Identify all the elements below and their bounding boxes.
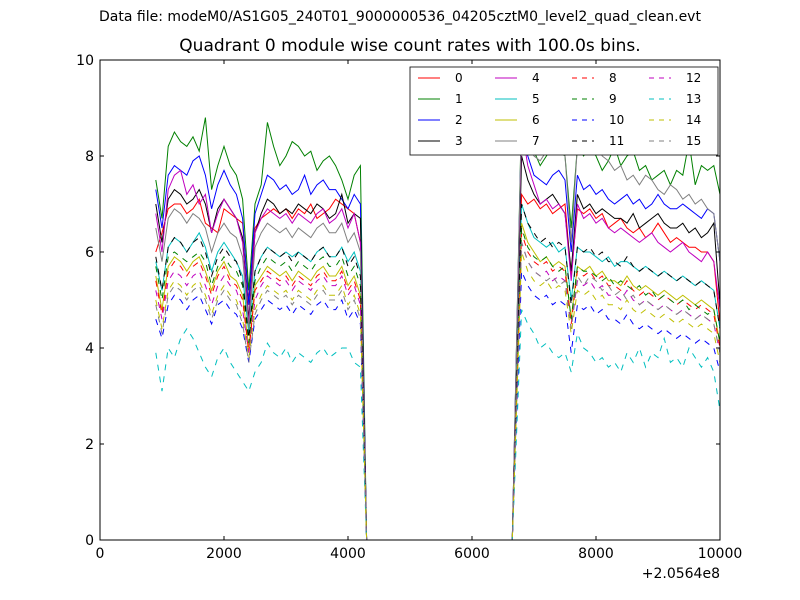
y-tick-label: 10 <box>76 53 94 69</box>
series-line-11 <box>155 203 721 541</box>
series-line-3 <box>155 155 721 541</box>
legend-label: 4 <box>532 71 540 85</box>
legend-label: 15 <box>686 134 701 148</box>
legend-label: 3 <box>455 134 463 148</box>
x-tick-label: 0 <box>96 546 105 562</box>
plot-frame <box>99 59 721 541</box>
x-tick-label: 8000 <box>578 546 614 562</box>
legend-label: 11 <box>609 134 624 148</box>
series-line-5 <box>155 203 721 541</box>
y-tick-label: 2 <box>85 437 94 453</box>
legend-label: 0 <box>455 71 463 85</box>
x-tick-label: 10000 <box>698 546 743 562</box>
y-tick-label: 8 <box>85 149 94 165</box>
x-tick-label: 4000 <box>330 546 366 562</box>
series-line-2 <box>155 117 721 541</box>
legend-label: 6 <box>532 113 540 127</box>
series-line-8 <box>155 232 721 541</box>
y-tick-label: 0 <box>85 533 94 549</box>
legend-label: 5 <box>532 92 540 106</box>
legend-label: 1 <box>455 92 463 106</box>
legend-label: 12 <box>686 71 701 85</box>
series-line-7 <box>155 112 721 541</box>
legend-label: 13 <box>686 92 701 106</box>
legend-label: 9 <box>609 92 617 106</box>
series-line-0 <box>155 192 721 541</box>
y-tick-label: 4 <box>85 341 94 357</box>
series-line-13 <box>155 309 721 541</box>
legend-box <box>409 66 719 156</box>
x-axis-offset-label: +2.0564e8 <box>642 566 720 582</box>
series-layer <box>155 107 721 541</box>
legend-label: 2 <box>455 113 463 127</box>
figure-supertitle: Data file: modeM0/AS1G05_240T01_90000005… <box>99 9 701 25</box>
legend-label: 7 <box>532 134 540 148</box>
x-tick-label: 2000 <box>206 546 242 562</box>
legend-label: 8 <box>609 71 617 85</box>
legend-label: 10 <box>609 113 624 127</box>
chart-title: Quadrant 0 module wise count rates with … <box>179 36 641 56</box>
y-tick-label: 6 <box>85 245 94 261</box>
legend-label: 14 <box>686 113 701 127</box>
x-tick-label: 6000 <box>454 546 490 562</box>
